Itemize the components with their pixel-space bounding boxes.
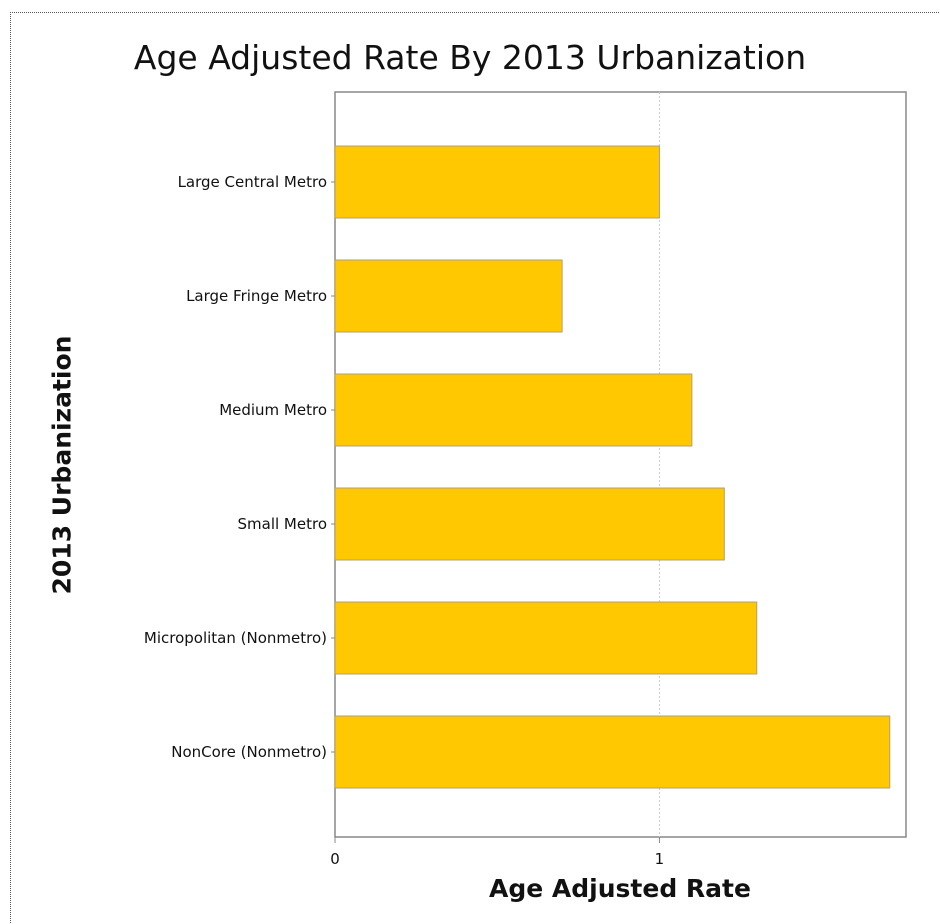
x-axis-title: Age Adjusted Rate bbox=[489, 874, 751, 903]
y-tick-label: Large Fringe Metro bbox=[186, 287, 327, 305]
y-tick-label: NonCore (Nonmetro) bbox=[171, 743, 327, 761]
y-tick-label: Small Metro bbox=[238, 515, 328, 533]
bar bbox=[334, 145, 660, 219]
bar bbox=[334, 487, 725, 561]
bar bbox=[334, 259, 563, 333]
chart-title: Age Adjusted Rate By 2013 Urbanization bbox=[133, 38, 807, 77]
x-tick-label: 1 bbox=[655, 850, 665, 868]
bar bbox=[334, 715, 891, 789]
y-tick-label: Medium Metro bbox=[219, 401, 327, 419]
y-tick-label: Micropolitan (Nonmetro) bbox=[144, 629, 327, 647]
bar bbox=[334, 601, 758, 675]
plot-area-border bbox=[334, 91, 907, 838]
chart-frame bbox=[10, 12, 939, 923]
bar bbox=[334, 373, 693, 447]
y-tick-label: Large Central Metro bbox=[178, 173, 327, 191]
x-tick-label: 0 bbox=[330, 850, 340, 868]
